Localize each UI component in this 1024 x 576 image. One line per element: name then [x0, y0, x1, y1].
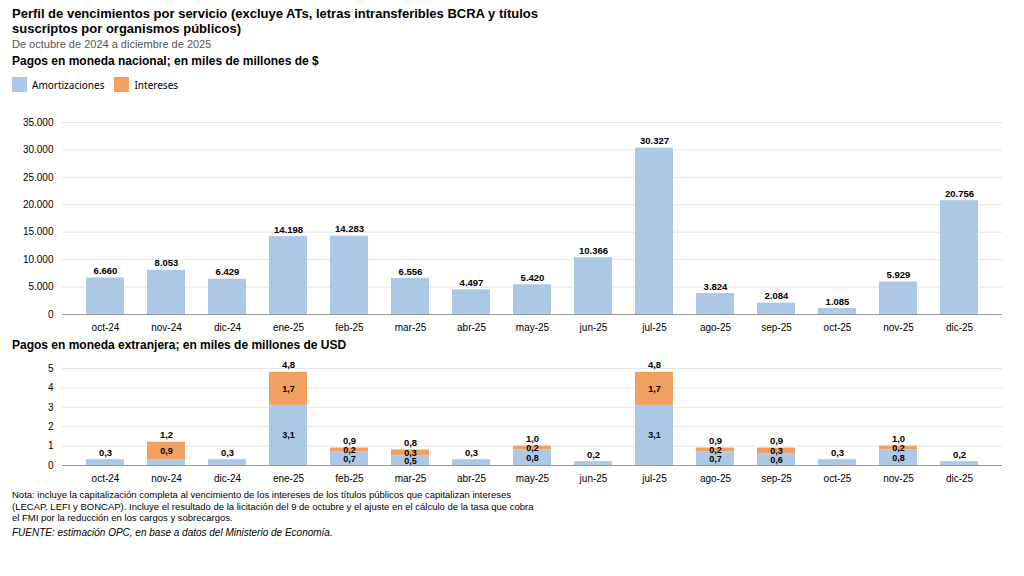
svg-text:sep-25: sep-25 [761, 473, 792, 484]
svg-text:ene-25: ene-25 [273, 322, 305, 333]
svg-text:0,8: 0,8 [404, 437, 417, 448]
svg-text:jun-25: jun-25 [579, 322, 608, 333]
svg-text:0,2: 0,2 [709, 445, 722, 455]
svg-text:1.085: 1.085 [826, 296, 850, 307]
svg-text:dic-25: dic-25 [946, 322, 974, 333]
svg-text:nov-24: nov-24 [151, 473, 182, 484]
svg-text:4.497: 4.497 [460, 277, 484, 288]
svg-text:sep-25: sep-25 [761, 322, 792, 333]
svg-text:0,8: 0,8 [526, 453, 539, 463]
svg-text:10.366: 10.366 [579, 245, 608, 256]
svg-text:30.000: 30.000 [23, 144, 54, 155]
svg-text:8.053: 8.053 [155, 257, 179, 268]
svg-text:ago-25: ago-25 [700, 322, 732, 333]
html-text:Perfil de vencimientos por ser: Perfil de vencimientos por servicio (exc… [12, 6, 538, 36]
html-text:Intereses: Intereses [134, 77, 179, 92]
svg-text:ago-25: ago-25 [700, 473, 732, 484]
svg-text:0,9: 0,9 [709, 435, 722, 446]
svg-text:4: 4 [48, 382, 54, 393]
svg-text:3,1: 3,1 [282, 430, 295, 440]
svg-text:0,3: 0,3 [465, 447, 478, 458]
svg-text:10.000: 10.000 [23, 254, 54, 265]
svg-text:35.000: 35.000 [23, 117, 54, 128]
svg-text:4,8: 4,8 [282, 359, 295, 370]
svg-text:0,9: 0,9 [160, 446, 173, 456]
html-text:Amortizaciones: Amortizaciones [32, 77, 105, 92]
svg-text:1,2: 1,2 [160, 429, 173, 440]
html-text:Pagos en moneda extranjera; en: Pagos en moneda extranjera; en miles de … [12, 338, 347, 352]
html-text:Nota: incluye la capitalizació: Nota: incluye la capitalización completa… [12, 489, 534, 523]
svg-text:abr-25: abr-25 [457, 322, 486, 333]
svg-text:may-25: may-25 [516, 473, 550, 484]
svg-text:3: 3 [48, 402, 54, 413]
svg-text:abr-25: abr-25 [457, 473, 486, 484]
svg-text:5.000: 5.000 [28, 281, 53, 292]
svg-text:feb-25: feb-25 [335, 322, 364, 333]
svg-text:20.000: 20.000 [23, 199, 54, 210]
svg-text:oct-24: oct-24 [92, 322, 120, 333]
svg-text:jul-25: jul-25 [641, 322, 667, 333]
svg-text:nov-25: nov-25 [883, 473, 914, 484]
svg-text:dic-25: dic-25 [946, 473, 974, 484]
svg-text:oct-24: oct-24 [92, 473, 120, 484]
svg-text:2: 2 [48, 421, 54, 432]
svg-text:0,6: 0,6 [770, 455, 783, 465]
svg-text:oct-25: oct-25 [824, 473, 852, 484]
svg-text:14.198: 14.198 [274, 224, 303, 235]
svg-text:6.660: 6.660 [94, 265, 118, 276]
svg-text:dic-24: dic-24 [214, 473, 242, 484]
svg-text:1,0: 1,0 [526, 433, 539, 444]
svg-text:0,2: 0,2 [892, 443, 905, 453]
svg-text:feb-25: feb-25 [335, 473, 364, 484]
svg-text:nov-25: nov-25 [883, 322, 914, 333]
svg-text:jun-25: jun-25 [579, 473, 608, 484]
svg-text:0,3: 0,3 [99, 447, 112, 458]
svg-text:0,8: 0,8 [892, 453, 905, 463]
svg-text:15.000: 15.000 [23, 226, 54, 237]
svg-text:30.327: 30.327 [640, 135, 669, 146]
svg-text:0,2: 0,2 [587, 449, 600, 460]
svg-text:mar-25: mar-25 [395, 322, 427, 333]
html-text:FUENTE: estimación OPC, en bas: FUENTE: estimación OPC, en base a datos … [12, 526, 333, 538]
svg-text:1,0: 1,0 [892, 433, 905, 444]
svg-text:0,3: 0,3 [831, 447, 844, 458]
html-text:Pagos en moneda nacional; en m: Pagos en moneda nacional; en miles de mi… [12, 54, 319, 68]
svg-text:5: 5 [48, 363, 54, 374]
svg-text:3,1: 3,1 [648, 430, 661, 440]
svg-text:1,7: 1,7 [648, 384, 661, 394]
svg-text:5.929: 5.929 [887, 269, 911, 280]
svg-text:0,3: 0,3 [404, 448, 417, 458]
svg-text:0,7: 0,7 [343, 454, 356, 464]
svg-text:ene-25: ene-25 [273, 473, 305, 484]
svg-text:0,9: 0,9 [343, 435, 356, 446]
svg-text:1: 1 [48, 440, 54, 451]
svg-text:0,7: 0,7 [709, 454, 722, 464]
svg-text:0,2: 0,2 [343, 445, 356, 455]
svg-text:0,3: 0,3 [770, 446, 783, 456]
svg-text:6.429: 6.429 [216, 266, 240, 277]
svg-text:14.283: 14.283 [335, 223, 364, 234]
svg-text:0,3: 0,3 [221, 447, 234, 458]
svg-text:nov-24: nov-24 [151, 322, 182, 333]
svg-text:1,7: 1,7 [282, 384, 295, 394]
svg-text:0,2: 0,2 [526, 443, 539, 453]
svg-text:3.824: 3.824 [704, 281, 728, 292]
svg-text:0: 0 [48, 460, 54, 471]
svg-text:2.084: 2.084 [765, 290, 789, 301]
svg-text:jul-25: jul-25 [641, 473, 667, 484]
svg-text:oct-25: oct-25 [824, 322, 852, 333]
svg-text:0,5: 0,5 [404, 455, 417, 466]
svg-text:20.756: 20.756 [945, 188, 974, 199]
svg-text:may-25: may-25 [516, 322, 550, 333]
svg-text:25.000: 25.000 [23, 172, 54, 183]
svg-text:dic-24: dic-24 [214, 322, 242, 333]
svg-text:5.420: 5.420 [521, 272, 545, 283]
svg-text:4,8: 4,8 [648, 359, 661, 370]
svg-text:mar-25: mar-25 [395, 473, 427, 484]
svg-text:6.556: 6.556 [399, 266, 423, 277]
html-text:De octubre de 2024 a diciembre: De octubre de 2024 a diciembre de 2025 [12, 38, 212, 50]
svg-text:0,2: 0,2 [953, 449, 966, 460]
svg-text:0,9: 0,9 [770, 435, 783, 446]
svg-text:0: 0 [48, 309, 54, 320]
